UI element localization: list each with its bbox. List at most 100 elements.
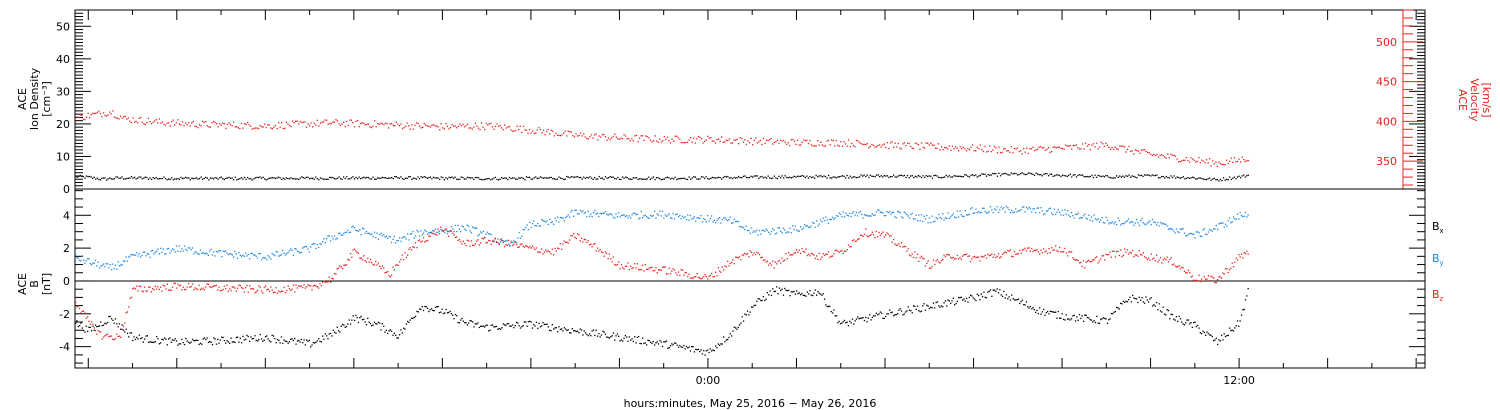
- bottom-series-0-point-516: [760, 299, 762, 302]
- top-series-0-point-330: [586, 176, 588, 179]
- top-series-1-point-596: [998, 146, 1000, 148]
- bottom-series-0-point-783: [1114, 310, 1116, 313]
- top-series-0-point-632: [1054, 175, 1056, 177]
- bottom-series-1-point-693: [995, 209, 997, 211]
- top-series-1-point-146: [301, 121, 303, 124]
- bottom-series-1-point-51: [142, 251, 144, 253]
- bottom-series-2-point-388: [590, 243, 592, 245]
- bottom-series-1-point-347: [535, 225, 538, 227]
- bottom-series-2-point-723: [1035, 249, 1037, 252]
- bottom-series-2-point-6: [83, 310, 85, 312]
- bottom-series-1-point-622: [900, 216, 903, 218]
- bottom-series-1-point-849: [1202, 229, 1204, 231]
- bottom-series-0-point-822: [1166, 309, 1168, 311]
- top-series-0-point-192: [372, 176, 374, 178]
- top-series-1-point-388: [676, 135, 678, 137]
- bottom-series-2-point-450: [672, 268, 674, 270]
- bottom-series-1-point-837: [1186, 235, 1188, 237]
- top-series-1-point-645: [1074, 145, 1076, 147]
- bottom-series-2-point-335: [519, 243, 522, 246]
- top-series-1-point-221: [417, 122, 419, 125]
- bottom-series-1-point-748: [1068, 214, 1070, 216]
- top-series-1-point-167: [333, 121, 335, 123]
- bottom-series-0-point-793: [1128, 299, 1130, 301]
- bottom-series-0-point-68: [165, 338, 167, 340]
- bottom-series-0-point-503: [742, 320, 745, 322]
- bottom-series-2-point-237: [389, 276, 391, 278]
- bottom-series-0-point-574: [837, 322, 839, 324]
- bottom-series-0-point-131: [249, 340, 251, 342]
- top-series-0-point-490: [834, 176, 836, 178]
- top-series-0-point-298: [536, 177, 538, 180]
- bottom-series-2-point-444: [664, 266, 666, 268]
- top-series-0-point-712: [1178, 176, 1180, 179]
- top-series-0-point-100: [229, 177, 232, 179]
- bottom-series-1-point-560: [818, 223, 820, 225]
- bottom-series-2-point-716: [1025, 250, 1028, 252]
- bottom-series-2-point-580: [845, 250, 847, 252]
- bottom-series-0-point-700: [1004, 297, 1006, 299]
- top-series-0-point-341: [603, 178, 605, 180]
- top-ytick-label: 30: [56, 85, 70, 98]
- top-series-0-point-323: [575, 176, 577, 178]
- top-series-1-point-202: [387, 127, 390, 129]
- top-series-0-point-309: [553, 178, 555, 180]
- bottom-series-0-point-695: [997, 292, 1000, 294]
- bottom-series-0-point-341: [527, 321, 530, 323]
- bottom-series-0-point-51: [142, 341, 144, 343]
- bottom-series-1-point-701: [1005, 205, 1008, 208]
- bottom-series-0-point-581: [846, 321, 848, 323]
- bottom-series-2-point-572: [834, 250, 836, 252]
- top-series-0-point-142: [295, 178, 297, 180]
- bottom-series-1-point-648: [935, 217, 937, 219]
- top-series-0-point-224: [422, 176, 424, 179]
- bottom-series-2-point-473: [703, 275, 705, 278]
- top-series-1-point-366: [642, 135, 644, 137]
- bottom-series-0-point-100: [207, 341, 210, 343]
- bottom-series-2-point-191: [328, 276, 330, 278]
- bottom-series-0-point-763: [1088, 317, 1090, 319]
- bottom-series-0-point-794: [1129, 296, 1131, 298]
- top-series-0-point-455: [779, 177, 782, 179]
- top-series-0-point-625: [1043, 173, 1045, 175]
- bottom-series-1-point-446: [667, 214, 669, 216]
- bottom-series-2-point-65: [161, 290, 163, 292]
- top-series-0-point-430: [741, 177, 743, 179]
- bottom-series-0-point-548: [802, 294, 804, 297]
- bottom-series-2-point-393: [596, 247, 599, 249]
- bottom-series-2-point-883: [1247, 253, 1249, 255]
- top-series-0-point-641: [1068, 174, 1070, 177]
- bottom-series-1-point-294: [465, 229, 467, 232]
- top-y2label-line2: Velocity: [1468, 78, 1481, 122]
- top-series-1-point-430: [741, 137, 743, 140]
- bottom-series-2-point-112: [223, 285, 225, 287]
- top-series-1-point-346: [611, 137, 613, 139]
- top-series-1-point-208: [397, 123, 399, 125]
- bottom-series-0-point-836: [1185, 322, 1187, 324]
- bottom-series-1-point-214: [359, 229, 361, 231]
- bottom-series-2-point-91: [195, 288, 198, 290]
- top-series-1-point-110: [245, 123, 247, 125]
- bottom-series-2-point-759: [1082, 260, 1085, 262]
- bottom-series-2-point-542: [794, 252, 796, 254]
- top-series-0-point-635: [1058, 174, 1060, 177]
- bottom-series-2-point-114: [226, 284, 228, 286]
- bottom-series-2-point-373: [570, 235, 572, 237]
- bottom-series-2-point-119: [233, 286, 235, 288]
- top-series-1-point-506: [858, 141, 861, 144]
- bottom-series-2-point-753: [1074, 259, 1077, 261]
- bottom-series-0-point-56: [149, 341, 151, 343]
- bottom-series-0-point-174: [306, 339, 308, 341]
- top-series-0-point-512: [868, 176, 870, 179]
- bottom-series-0-point-590: [858, 318, 860, 320]
- bottom-series-1-point-447: [668, 213, 670, 215]
- bottom-series-2-point-688: [988, 254, 990, 257]
- bottom-series-2-point-514: [757, 252, 759, 254]
- top-series-0-point-527: [891, 176, 893, 178]
- bottom-series-1-point-573: [835, 215, 838, 217]
- bottom-series-2-point-539: [790, 254, 792, 256]
- bottom-series-2-point-819: [1162, 259, 1164, 261]
- bottom-series-0-point-657: [947, 299, 949, 301]
- top-series-0-point-682: [1131, 175, 1133, 177]
- bottom-series-0-point-284: [452, 314, 454, 316]
